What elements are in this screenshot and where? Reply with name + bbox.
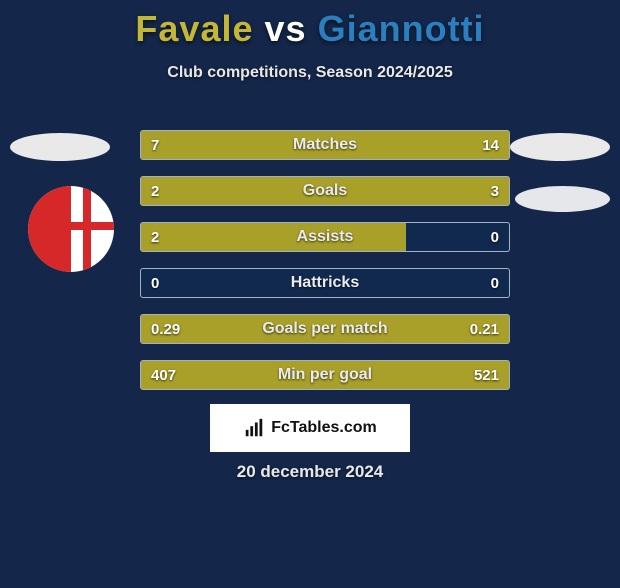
stat-fill-right	[288, 177, 509, 205]
club-crest	[28, 186, 114, 272]
stat-fill-left	[141, 223, 406, 251]
crest-red-half	[28, 186, 71, 272]
stat-fill-right	[303, 361, 509, 389]
stat-value-right: 0	[491, 223, 499, 251]
page-title: Favale vs Giannotti	[0, 8, 620, 50]
attribution-badge: FcTables.com	[210, 404, 410, 452]
stat-fill-left	[141, 361, 303, 389]
stat-value-left: 0	[151, 269, 159, 297]
stat-bars: 7 Matches 14 2 Goals 3 2 Assists 0 0 Hat…	[140, 130, 510, 406]
stat-row-goals-per-match: 0.29 Goals per match 0.21	[140, 314, 510, 344]
date-text: 20 december 2024	[0, 462, 620, 482]
title-player-right: Giannotti	[318, 8, 485, 49]
stat-row-matches: 7 Matches 14	[140, 130, 510, 160]
stat-fill-left	[141, 315, 354, 343]
title-vs: vs	[265, 8, 307, 49]
decoration-ellipse-right	[510, 133, 610, 161]
decoration-ellipse-left	[10, 133, 110, 161]
bar-chart-icon	[243, 417, 265, 439]
decoration-ellipse-right-2	[515, 186, 610, 212]
stat-row-goals: 2 Goals 3	[140, 176, 510, 206]
stat-fill-right	[262, 131, 509, 159]
stat-row-assists: 2 Assists 0	[140, 222, 510, 252]
stat-fill-right	[354, 315, 509, 343]
stat-fill-left	[141, 131, 262, 159]
attribution-text: FcTables.com	[271, 419, 377, 437]
stat-value-right: 0	[491, 269, 499, 297]
crest-cross-horizontal	[71, 222, 114, 230]
title-player-left: Favale	[135, 8, 253, 49]
subtitle: Club competitions, Season 2024/2025	[0, 64, 620, 82]
stat-row-min-per-goal: 407 Min per goal 521	[140, 360, 510, 390]
stat-label: Hattricks	[141, 269, 509, 297]
stat-fill-left	[141, 177, 288, 205]
stat-row-hattricks: 0 Hattricks 0	[140, 268, 510, 298]
